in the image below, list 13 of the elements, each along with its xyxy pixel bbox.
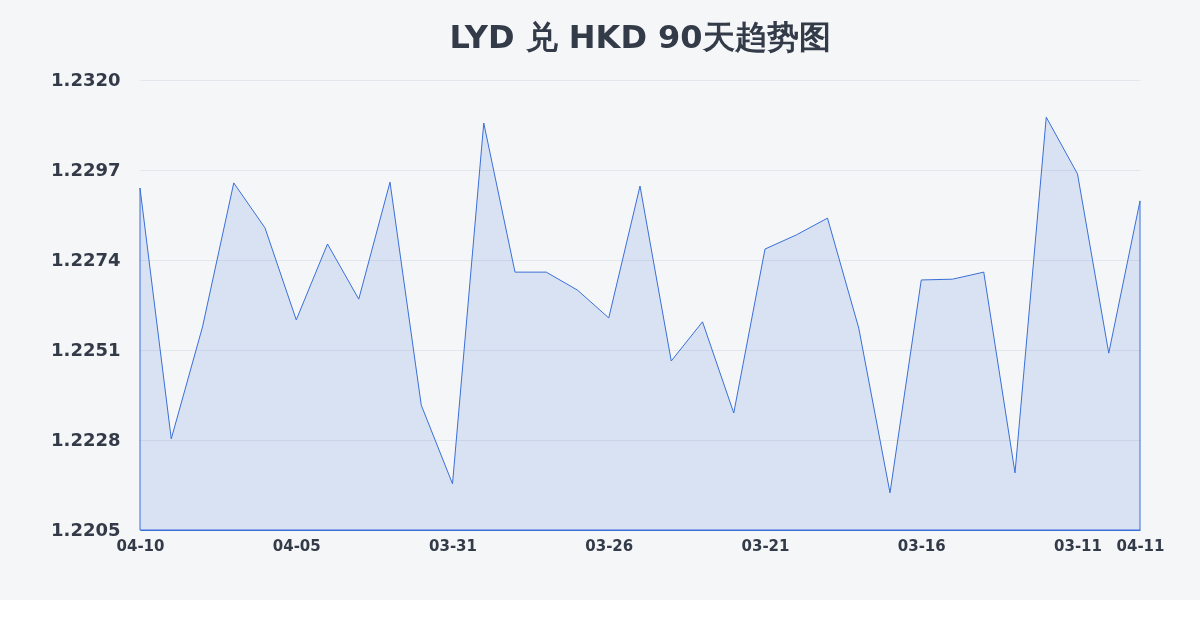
x-tick-label: 03-21 [741, 536, 790, 555]
x-tick-label: 03-16 [897, 536, 946, 555]
y-tick-label: 1.2297 [51, 158, 121, 180]
chart-title: LYD 兑 HKD 90天趋势图 [449, 18, 831, 56]
y-tick-label: 1.2251 [51, 338, 121, 360]
y-tick-label: 1.2274 [51, 248, 121, 270]
x-tick-label: 03-31 [429, 536, 477, 555]
x-tick-label: 03-11 [1054, 536, 1102, 555]
y-tick-label: 1.2228 [51, 428, 121, 450]
x-tick-label: 04-11 [1116, 536, 1165, 555]
x-tick-label: 04-05 [272, 536, 321, 555]
y-tick-label: 1.2320 [51, 68, 121, 90]
x-tick-label: 03-26 [585, 536, 634, 555]
